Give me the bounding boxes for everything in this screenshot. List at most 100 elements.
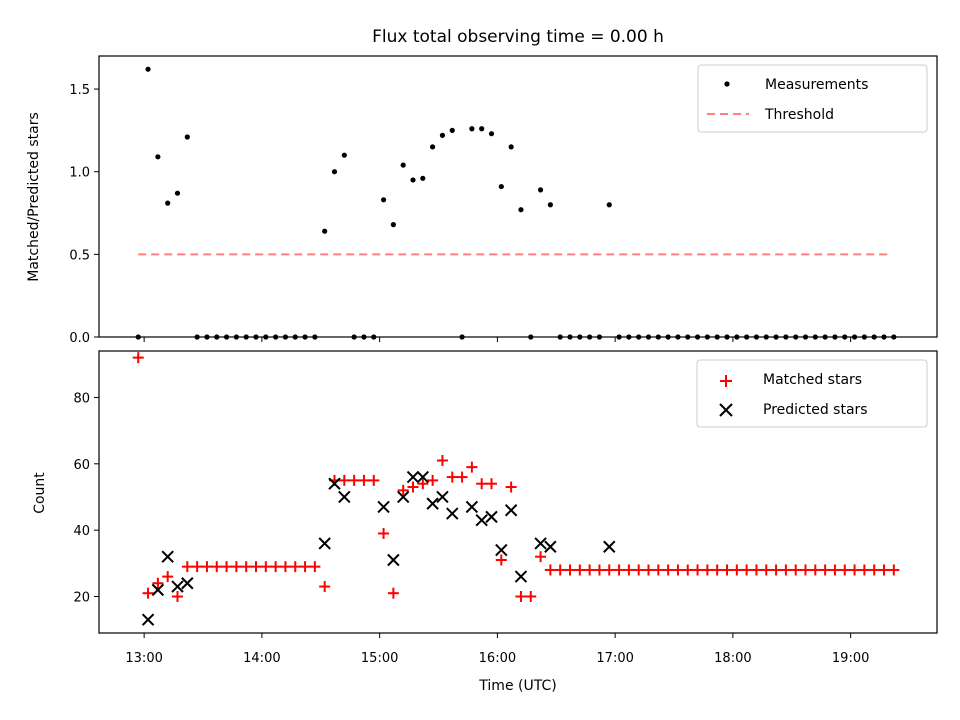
matched-star-point (633, 564, 645, 576)
matched-star-point (299, 561, 311, 573)
matched-star-point (378, 527, 390, 539)
matched-star-point (672, 564, 684, 576)
matched-star-point (829, 564, 841, 576)
predicted-star-point (514, 570, 528, 583)
matched-star-point (593, 564, 605, 576)
top-legend-box (697, 64, 928, 133)
bottom-plot-frame (98, 350, 938, 634)
bottom-y-tick-label: 40 (73, 524, 90, 539)
measurement-point (488, 131, 495, 137)
predicted-star-point (475, 513, 488, 527)
matched-star-point (270, 561, 282, 573)
bottom-y-tick-label: 80 (73, 391, 90, 406)
matched-star-point (191, 561, 203, 573)
matched-star-point (279, 561, 291, 573)
matched-star-point (152, 577, 164, 589)
top-panel: Flux total observing time = 0.00 h Match… (26, 27, 938, 346)
bottom-x-tick-label: 18:00 (714, 651, 751, 666)
matched-star-point (525, 591, 537, 603)
measurement-point (174, 190, 181, 196)
predicted-star-point (171, 580, 184, 593)
matched-star-point (750, 564, 762, 576)
measurement-point (145, 66, 151, 72)
matched-star-point (682, 564, 694, 576)
matched-star-point (211, 561, 223, 573)
bottom-y-axis-label: Count (32, 472, 48, 514)
predicted-star-point (465, 500, 479, 514)
measurement-point (390, 222, 396, 228)
matched-star-point (819, 564, 831, 576)
predicted-star-point (396, 490, 410, 504)
matched-star-point (584, 564, 596, 576)
predicted-star-point (534, 537, 547, 550)
bottom-predicted-series (141, 470, 616, 626)
matched-star-point (760, 564, 772, 576)
measurement-point (184, 134, 190, 140)
measurement-point (380, 197, 387, 203)
predicted-star-point (495, 543, 508, 557)
matched-star-point (780, 564, 792, 576)
top-y-tick-label: 0.5 (69, 248, 90, 263)
matched-star-point (741, 564, 753, 576)
matched-star-point (623, 564, 635, 576)
legend-threshold-label: Threshold (764, 107, 834, 123)
matched-star-point (515, 591, 527, 603)
legend-measurements-label: Measurements (765, 77, 868, 93)
matched-star-point (289, 561, 301, 573)
bottom-x-tick-label: 13:00 (125, 651, 162, 666)
bottom-legend-box (696, 359, 928, 428)
matched-star-point (554, 564, 566, 576)
matched-star-point (858, 564, 870, 576)
measurement-point (508, 144, 514, 150)
matched-star-point (849, 564, 861, 576)
matched-star-point (692, 564, 704, 576)
matched-star-point (790, 564, 802, 576)
bottom-x-tick-label: 19:00 (832, 651, 869, 666)
bottom-x-axis-label: Time (UTC) (478, 678, 556, 694)
measurement-point (479, 126, 485, 132)
measurement-point (322, 228, 328, 234)
matched-star-point (240, 561, 252, 573)
predicted-star-point (544, 540, 557, 553)
matched-star-point (181, 561, 193, 573)
predicted-star-point (446, 507, 459, 520)
matched-star-point (201, 561, 213, 573)
matched-star-point (132, 352, 144, 364)
measurement-point (606, 202, 612, 208)
measurement-point (449, 127, 455, 133)
matched-star-point (839, 564, 851, 576)
top-chart-title: Flux total observing time = 0.00 h (372, 27, 664, 47)
matched-star-point (250, 561, 262, 573)
bottom-x-tick-label: 17:00 (596, 651, 633, 666)
matched-star-point (221, 561, 233, 573)
matched-star-point (309, 561, 321, 573)
matched-star-point (436, 454, 448, 466)
bottom-panel: Count Time (UTC) 20 40 60 80 13:00 14:00 15:00… (32, 350, 938, 694)
matched-star-point (868, 564, 880, 576)
matched-star-point (613, 564, 625, 576)
predicted-star-point (416, 470, 430, 484)
matched-star-point (643, 564, 655, 576)
matched-star-point (662, 564, 674, 576)
matched-star-point (142, 587, 154, 599)
measurement-point (537, 187, 544, 193)
measurement-point (341, 152, 347, 158)
matched-star-point (407, 481, 419, 493)
matched-star-point (417, 478, 429, 490)
measurement-point (165, 200, 171, 206)
top-plot-frame (98, 55, 938, 338)
top-y-tick-label: 0.0 (69, 331, 90, 346)
predicted-star-point (603, 540, 616, 553)
matched-star-point (230, 561, 242, 573)
measurement-point (439, 132, 446, 138)
legend-predicted-marker (719, 403, 733, 417)
matched-star-point (721, 564, 733, 576)
matched-star-point (800, 564, 812, 576)
matched-star-point (348, 474, 360, 486)
measurement-point (547, 202, 553, 208)
legend-predicted-label: Predicted stars (763, 402, 868, 418)
predicted-star-point (406, 470, 420, 484)
bottom-y-tick-label: 60 (73, 458, 90, 473)
predicted-star-point (504, 504, 518, 517)
